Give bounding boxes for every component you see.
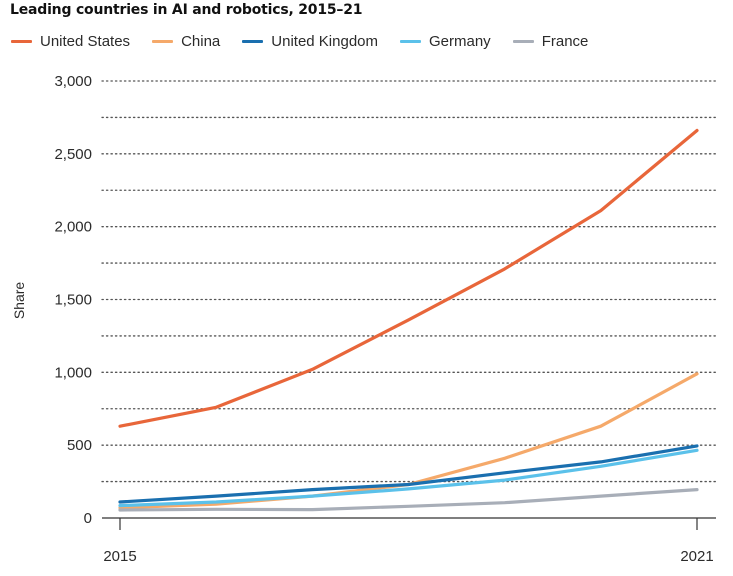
legend-item-germany: Germany (400, 33, 491, 50)
y-tick-label: 0 (84, 510, 92, 527)
legend-label-china: China (181, 32, 221, 50)
y-tick-label: 1,500 (54, 292, 92, 309)
series-lines (118, 128, 699, 512)
legend-item-france: France (512, 32, 589, 50)
legend-item-united-kingdom: United Kingdom (242, 33, 378, 50)
axes (102, 517, 716, 530)
x-tick-label: 2021 (680, 548, 713, 565)
y-tick-label: 2,000 (54, 219, 92, 236)
series-line-united-kingdom (118, 444, 699, 504)
legend: United States China United Kingdom Germa… (11, 30, 610, 52)
y-tick-label: 2,500 (54, 146, 92, 163)
series-line-germany (118, 448, 699, 508)
legend-swatch-china (152, 39, 174, 43)
y-tick-label: 1,000 (54, 364, 92, 381)
series-line-france (118, 488, 699, 512)
tick-labels: 0 500 1,000 1,500 2,000 2,500 3,000 2015 2021 Sha… (11, 73, 714, 565)
gridlines (101, 80, 717, 483)
legend-swatch-united-kingdom (242, 39, 264, 43)
y-tick-label: 3,000 (54, 73, 92, 90)
legend-label-france: France (541, 32, 589, 50)
legend-label-germany: Germany (429, 32, 491, 50)
legend-swatch-united-states (11, 39, 32, 43)
legend-label-united-kingdom: United Kingdom (271, 32, 378, 50)
legend-label-united-states: United States (40, 32, 131, 50)
x-tick-label: 2015 (103, 548, 136, 565)
y-axis-title: Share (11, 282, 27, 320)
legend-swatch-germany (400, 39, 421, 43)
legend-item-china: China (152, 33, 220, 50)
chart-title: Leading countries in AI and robotics, 20… (10, 2, 363, 18)
series-line-united-states (118, 128, 699, 428)
y-tick-label: 500 (67, 437, 92, 454)
legend-item-united-states: United States (11, 33, 130, 50)
legend-swatch-france (512, 39, 534, 43)
